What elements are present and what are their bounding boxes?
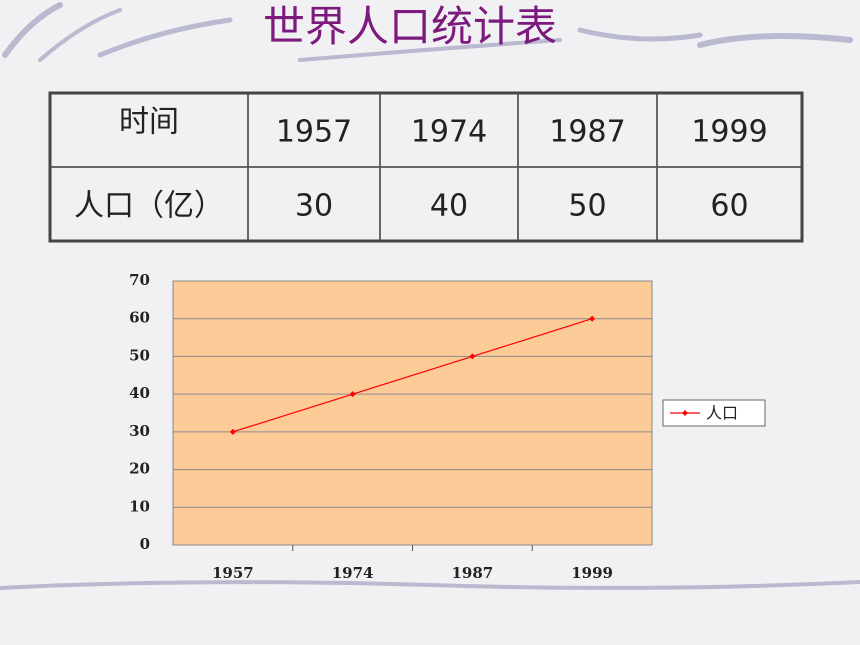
y-tick-label: 10 [129,497,150,515]
data-point [589,315,596,322]
cell-text: 50 [568,189,606,224]
cell-text: 1974 [411,115,487,150]
y-tick-label: 40 [129,384,150,402]
decoration [0,2,860,590]
plot-area [172,280,653,546]
cell-text: 人口（亿） [74,189,224,224]
swoosh [697,33,853,48]
series-line [232,318,593,433]
data-point [349,391,356,398]
x-tick-label: 1974 [332,564,374,582]
swoosh [97,17,233,58]
y-tick-label: 60 [129,309,150,327]
x-tick-label: 1999 [571,564,613,582]
legend: 人口 [662,399,766,427]
swoosh [298,38,562,62]
cell-text: 时间 [119,105,179,140]
y-tick-label: 20 [129,460,150,478]
cell-text: 1957 [276,115,352,150]
data-point [229,428,236,435]
legend-label: 人口 [706,404,738,423]
swoosh [0,580,860,590]
chart: 0 10 20 30 40 50 60 70 1957 1974 1987 1999 人口 [129,271,766,582]
title: 世界人口统计表 [263,2,557,51]
cell-text: 40 [430,189,468,224]
y-tick-label: 30 [129,422,150,440]
swoosh [38,8,122,62]
y-tick-label: 70 [129,271,150,289]
cell-text: 1987 [549,115,625,150]
data-point [469,353,476,360]
x-tick-label: 1987 [452,564,494,582]
cell-text: 30 [295,189,333,224]
table: 时间 1957 1974 1987 1999 人口（亿） 30 40 50 60 [48,91,804,243]
cell-text: 1999 [691,115,767,150]
table-border [48,91,804,243]
swoosh [577,27,703,42]
cell-text: 60 [710,189,748,224]
y-tick-label: 0 [140,535,150,553]
swoosh [2,2,63,58]
x-tick-label: 1957 [212,564,254,582]
legend-marker [682,410,688,416]
y-tick-label: 50 [129,346,150,364]
